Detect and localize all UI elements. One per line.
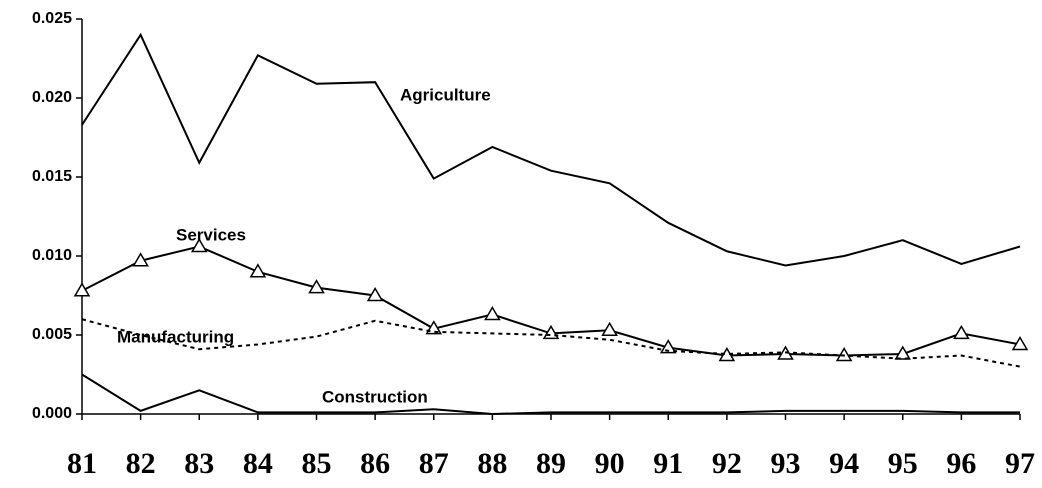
point-marker (1011, 335, 1029, 351)
x-tick-label: 86 (360, 447, 390, 480)
point-marker (601, 321, 618, 337)
series-line (81, 318, 1021, 368)
point-marker (249, 263, 267, 278)
x-tick-label: 93 (771, 447, 801, 480)
series-label: Agriculture (400, 85, 491, 104)
point-marker (894, 345, 912, 360)
series-label: Manufacturing (117, 327, 234, 346)
series-label: Services (176, 225, 246, 244)
x-tick-label: 89 (536, 447, 566, 480)
x-tick-label: 84 (243, 447, 273, 480)
x-tick-label: 92 (712, 447, 742, 480)
x-tick-label: 81 (67, 447, 97, 480)
point-marker (190, 238, 208, 253)
x-tick-label: 90 (595, 447, 625, 480)
x-tick-label: 91 (653, 447, 683, 480)
x-tick-label: 97 (1005, 447, 1035, 480)
y-tick-label: 0.010 (32, 247, 72, 264)
x-tick-label: 87 (419, 447, 449, 480)
series-label: Construction (322, 387, 428, 406)
point-marker (308, 279, 325, 294)
y-tick-label: 0.000 (32, 405, 72, 422)
point-marker (484, 305, 501, 321)
y-tick-label: 0.015 (32, 168, 72, 185)
y-tick-label: 0.025 (32, 10, 72, 27)
series-line (81, 32, 1021, 267)
x-tick-label: 88 (477, 447, 507, 480)
point-marker (366, 287, 384, 302)
x-tick-label: 82 (126, 447, 156, 480)
point-marker (953, 324, 970, 340)
x-tick-label: 94 (829, 447, 859, 480)
y-tick-label: 0.005 (32, 326, 72, 343)
point-marker (73, 282, 91, 297)
point-marker (132, 252, 149, 267)
series-line (81, 373, 1020, 416)
y-tick-label: 0.020 (32, 89, 72, 106)
x-tick-label: 95 (888, 447, 918, 480)
x-tick-label: 83 (184, 447, 214, 480)
x-tick-label: 85 (302, 447, 332, 480)
x-tick-label: 96 (946, 447, 976, 480)
point-marker (659, 339, 677, 354)
